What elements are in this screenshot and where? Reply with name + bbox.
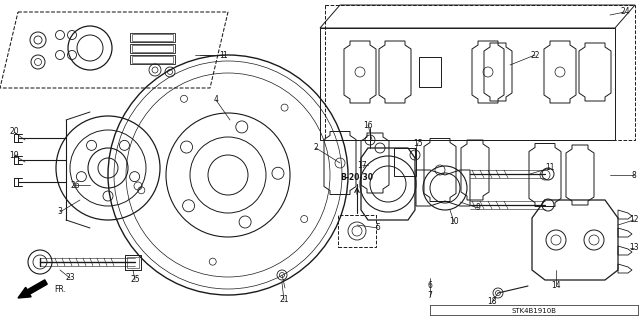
Text: 5: 5 [376,224,380,233]
Text: STK4B1910B: STK4B1910B [511,308,557,314]
Bar [338,215,376,247]
Text: B-20-30: B-20-30 [340,174,374,182]
Text: 1: 1 [223,50,227,60]
Bar [132,45,173,52]
Text: 2: 2 [314,144,318,152]
Bar [127,257,139,268]
Text: 23: 23 [65,273,75,283]
Text: 26: 26 [70,181,80,189]
Bar [130,44,175,53]
Text: 24: 24 [620,8,630,17]
Bar [130,33,175,42]
Bar [130,55,175,64]
FancyArrow shape [18,280,47,298]
Text: 18: 18 [487,298,497,307]
Text: 6: 6 [428,280,433,290]
Text: 20: 20 [9,128,19,137]
Text: FR.: FR. [54,286,66,294]
Text: 17: 17 [357,160,367,169]
Text: 19: 19 [9,151,19,160]
Text: 22: 22 [531,50,540,60]
Text: 12: 12 [629,216,639,225]
Text: 10: 10 [449,218,459,226]
Text: 14: 14 [551,280,561,290]
Text: 15: 15 [413,138,423,147]
Text: 3: 3 [58,207,63,217]
Text: 16: 16 [363,121,373,130]
Text: 9: 9 [476,204,481,212]
Text: 8: 8 [632,170,636,180]
Text: 25: 25 [130,276,140,285]
Bar [132,56,173,63]
Text: 13: 13 [629,243,639,253]
Text: 11: 11 [545,164,555,173]
Bar [125,255,141,270]
Text: 1: 1 [220,50,225,60]
Text: 4: 4 [214,95,218,105]
Text: 21: 21 [279,295,289,305]
Bar [132,34,173,41]
Text: 7: 7 [428,292,433,300]
